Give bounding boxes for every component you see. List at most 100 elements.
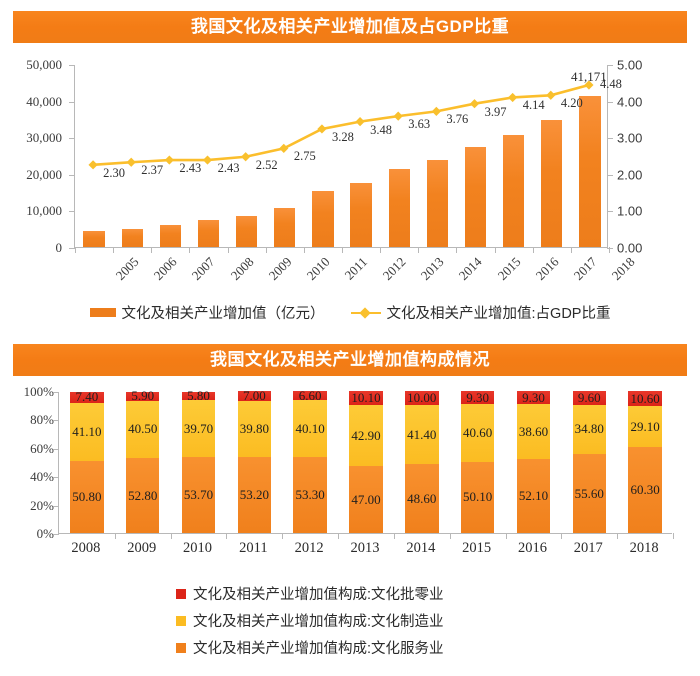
legend-color-swatch-icon: [176, 642, 186, 653]
chart2-stack-segment: 50.80: [70, 460, 104, 533]
chart2-segment-value-label: 50.10: [463, 489, 493, 505]
chart2-legend-item[interactable]: 文化及相关产业增加值构成:文化批零业: [0, 580, 700, 607]
chart1-x-label: 2009: [265, 254, 295, 283]
chart2-legend-item[interactable]: 文化及相关产业增加值构成:文化制造业: [0, 607, 700, 634]
chart2-segment-value-label: 10.00: [407, 390, 437, 406]
chart2-x-tick: [393, 533, 395, 539]
chart1-legend-item[interactable]: 文化及相关产业增加值（亿元）: [89, 302, 325, 323]
chart2-y-tick-label: 40%: [30, 469, 54, 485]
chart1-line-marker: [393, 111, 403, 121]
chart1-left-tick: [69, 248, 75, 249]
chart2-stack-segment: 9.60: [572, 390, 606, 405]
chart2-stack-segment: 6.60: [293, 388, 327, 403]
chart2-segment-value-label: 41.10: [72, 423, 102, 439]
chart1-bar: [426, 159, 449, 247]
legend-line-diamond-swatch-icon: [350, 307, 381, 319]
chart1-line-value-label: 4.14: [522, 98, 545, 113]
chart2-segment-value-label: 53.20: [239, 487, 269, 503]
chart2-stack-segment: 38.60: [516, 404, 551, 460]
chart1-line-value-label: 2.52: [255, 157, 278, 172]
chart2-stack-segment: 50.10: [460, 461, 495, 533]
chart2-segment-value-label: 7.00: [242, 387, 266, 403]
chart2-stack-segment: 10.60: [628, 391, 662, 407]
chart2-segment-value-label: 50.80: [72, 488, 102, 504]
chart1-bar: [83, 231, 105, 247]
chart2-segment-value-label: 48.60: [407, 490, 437, 506]
chart2-y-tick-label: 20%: [30, 497, 54, 513]
chart1-left-tick-label: 10,000: [26, 203, 62, 219]
chart2-stack-segment: 41.10: [70, 402, 104, 461]
chart2-stack-segment: 42.90: [349, 405, 383, 467]
chart2-stack-segment: 9.30: [516, 390, 551, 405]
chart1-left-tick-label: 40,000: [26, 93, 62, 109]
chart2-segment-value-label: 42.90: [351, 427, 381, 443]
chart2-legend-item[interactable]: 文化及相关产业增加值构成:文化服务业: [0, 634, 700, 661]
chart1-bar: [159, 225, 182, 247]
chart1-left-tick-label: 0: [55, 240, 63, 255]
legend-color-swatch-icon: [176, 588, 186, 599]
chart1-x-tick: [113, 247, 115, 253]
chart1-left-tick-label: 30,000: [26, 130, 62, 146]
chart2-legend-label: 文化及相关产业增加值构成:文化制造业: [193, 614, 444, 630]
chart2-segment-value-label: 6.60: [298, 387, 322, 403]
chart1-left-axis-labels: 0 10,000 20,000 30,000 40,000 50,000: [0, 55, 68, 255]
chart2-stack-segment: 48.60: [405, 464, 439, 533]
chart1-right-tick-label: 5.00: [617, 57, 643, 73]
chart1-line-marker: [546, 90, 556, 100]
chart1-x-label: 2014: [455, 254, 485, 283]
chart1-right-tick-label: 1.00: [617, 203, 643, 219]
chart1-line-value-label: 2.30: [103, 165, 125, 180]
chart1-line-marker: [355, 117, 365, 127]
chart2-stacked-bar: 53.30 40.10 6.60: [293, 388, 327, 533]
chart2-y-tick-label: 0%: [36, 526, 54, 541]
chart2-segment-value-label: 7.40: [75, 389, 99, 405]
chart1-x-label: 2008: [227, 254, 257, 283]
chart2-segment-value-label: 40.10: [295, 420, 325, 436]
chart2-legend-label: 文化及相关产业增加值构成:文化服务业: [193, 641, 444, 657]
chart1-line-marker: [88, 160, 98, 170]
chart2-x-label: 2018: [629, 540, 659, 556]
chart1-x-label: 2006: [150, 254, 180, 283]
chart1-x-tick: [265, 247, 267, 253]
chart1-x-tick: [380, 247, 382, 253]
chart2-y-tick: [53, 392, 59, 393]
chart1-bar: [350, 182, 372, 247]
chart1-left-tick-label: 20,000: [26, 166, 62, 182]
chart2-stack-segment: 47.00: [349, 466, 383, 533]
chart1-legend-item[interactable]: 文化及相关产业增加值:占GDP比重: [350, 302, 610, 323]
chart1-left-tick-label: 50,000: [26, 57, 62, 72]
chart1-legend: 文化及相关产业增加值（亿元） 文化及相关产业增加值:占GDP比重: [0, 302, 700, 323]
chart1-x-label: 2007: [188, 254, 218, 283]
chart2-stack-segment: 10.00: [405, 390, 439, 406]
chart1-bar: [541, 119, 563, 247]
chart1-right-tick: [607, 101, 613, 103]
chart1-x-label: 2010: [303, 254, 333, 283]
chart2-x-label: 2016: [517, 540, 547, 556]
chart2-segment-value-label: 53.70: [183, 486, 214, 502]
chart2-stack-segment: 40.60: [460, 404, 495, 462]
legend-bar-swatch-icon: [89, 308, 116, 317]
chart1-x-tick: [227, 247, 229, 253]
chart2-y-tick: [53, 448, 59, 450]
chart-panel-value-and-gdp-share: 我国文化及相关产业增加值及占GDP比重 0 10,000 20,000 30,000 4…: [0, 0, 700, 340]
chart2-stacked-bar: 53.70 39.70 5.80: [181, 388, 216, 533]
chart2-stack-segment: 10.10: [349, 390, 383, 406]
chart1-line-path: [92, 83, 590, 167]
chart2-stack-segment: 53.70: [181, 456, 216, 533]
chart2-x-label: 2012: [294, 540, 324, 556]
chart1-line-value-label: 3.28: [331, 129, 354, 144]
chart1-bar: [579, 96, 601, 247]
chart1-x-label: 2015: [494, 254, 524, 283]
chart2-x-tick: [338, 533, 340, 539]
chart1-x-tick: [151, 247, 153, 253]
chart2-stacked-bar: 50.10 40.60 9.30: [460, 390, 495, 533]
chart2-x-label: 2015: [462, 540, 492, 556]
chart2-stack-segment: 52.10: [516, 459, 551, 533]
chart2-stacked-bar: 60.30 29.10 10.60: [628, 391, 662, 533]
chart2-stacked-bar: 52.10 38.60 9.30: [516, 390, 551, 533]
chart1-x-tick: [303, 247, 305, 253]
chart1-bar-value-label: 41,171: [571, 69, 607, 85]
chart1-right-tick-label: 4.00: [617, 94, 643, 110]
chart1-right-tick-label: 3.00: [617, 130, 643, 146]
chart2-segment-value-label: 52.80: [128, 487, 158, 503]
